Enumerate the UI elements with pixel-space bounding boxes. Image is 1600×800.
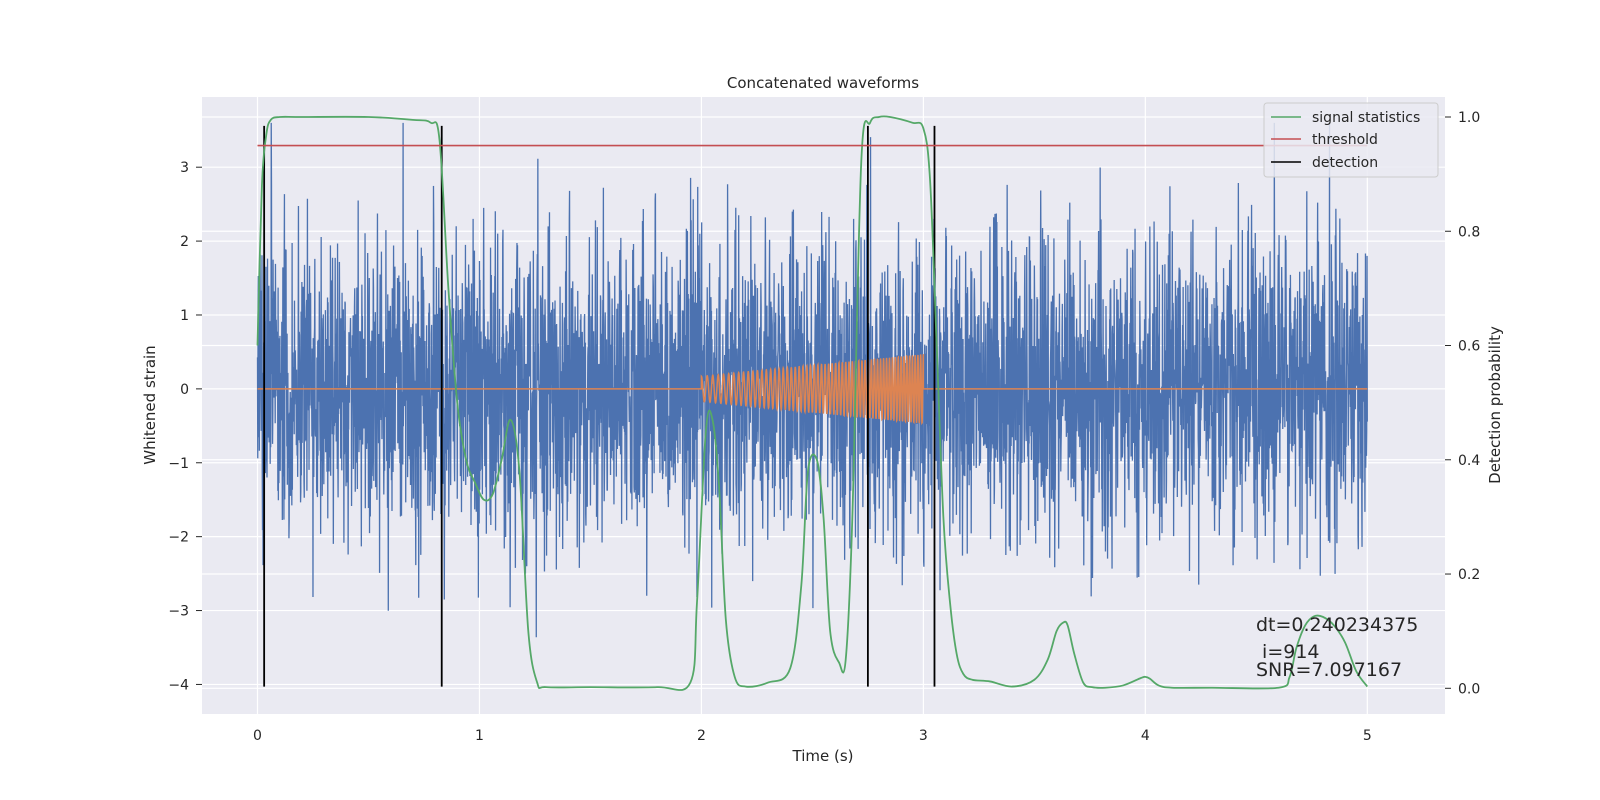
y-tick-label-6: 2 bbox=[180, 234, 189, 250]
legend-box bbox=[1263, 102, 1439, 178]
x-axis-label: Time (s) bbox=[792, 747, 854, 765]
x-tick-label-4: 4 bbox=[1141, 728, 1150, 744]
y-tick-label-3: −1 bbox=[168, 456, 189, 472]
legend-label-threshold: threshold bbox=[1312, 132, 1378, 148]
y2-tick-label-4: 0.8 bbox=[1458, 224, 1480, 240]
y2-tick-label-3: 0.6 bbox=[1458, 339, 1480, 355]
y-tick-label-2: −2 bbox=[168, 530, 189, 546]
legend-label-detection: detection bbox=[1312, 155, 1378, 171]
annotation-snr: SNR=7.097167 bbox=[1256, 659, 1402, 681]
annotation-i: i=914 bbox=[1256, 641, 1320, 663]
x-tick-label-5: 5 bbox=[1363, 728, 1372, 744]
x-axis-ticks: 0 1 2 3 4 5 bbox=[253, 728, 1372, 744]
legend: signal statistics threshold detection bbox=[1263, 102, 1439, 178]
y-tick-label-0: −4 bbox=[168, 677, 189, 693]
x-tick-label-2: 2 bbox=[697, 728, 706, 744]
x-tick-label-1: 1 bbox=[475, 728, 484, 744]
y-tick-label-4: 0 bbox=[180, 382, 189, 398]
y2-axis-label: Detection probability bbox=[1486, 326, 1504, 484]
y-tick-label-1: −3 bbox=[168, 604, 189, 620]
x-tick-label-0: 0 bbox=[253, 728, 262, 744]
legend-label-statistic: signal statistics bbox=[1312, 110, 1420, 126]
y2-axis-ticks: 0.0 0.2 0.4 0.6 0.8 1.0 bbox=[1445, 110, 1480, 697]
y2-tick-label-0: 0.0 bbox=[1458, 681, 1480, 697]
injection-line bbox=[257, 354, 1368, 426]
chart-title: Concatenated waveforms bbox=[727, 74, 919, 92]
y-axis-label: Whitened strain bbox=[141, 345, 159, 464]
statistic-series bbox=[256, 115, 1369, 691]
y2-tick-label-1: 0.2 bbox=[1458, 567, 1480, 583]
annotation-dt: dt=0.240234375 bbox=[1256, 614, 1418, 636]
y2-tick-label-2: 0.4 bbox=[1458, 453, 1480, 469]
detection-series bbox=[263, 125, 936, 687]
y-tick-label-7: 3 bbox=[180, 160, 189, 176]
x-tick-label-3: 3 bbox=[919, 728, 928, 744]
injection-series bbox=[257, 354, 1368, 426]
y-axis-ticks: −4 −3 −2 −1 0 1 2 3 bbox=[168, 160, 202, 693]
statistic-line bbox=[256, 115, 1369, 691]
y-tick-label-5: 1 bbox=[180, 308, 189, 324]
y2-tick-label-5: 1.0 bbox=[1458, 110, 1480, 126]
annotation-block: dt=0.240234375 i=914 SNR=7.097167 bbox=[1256, 614, 1418, 681]
